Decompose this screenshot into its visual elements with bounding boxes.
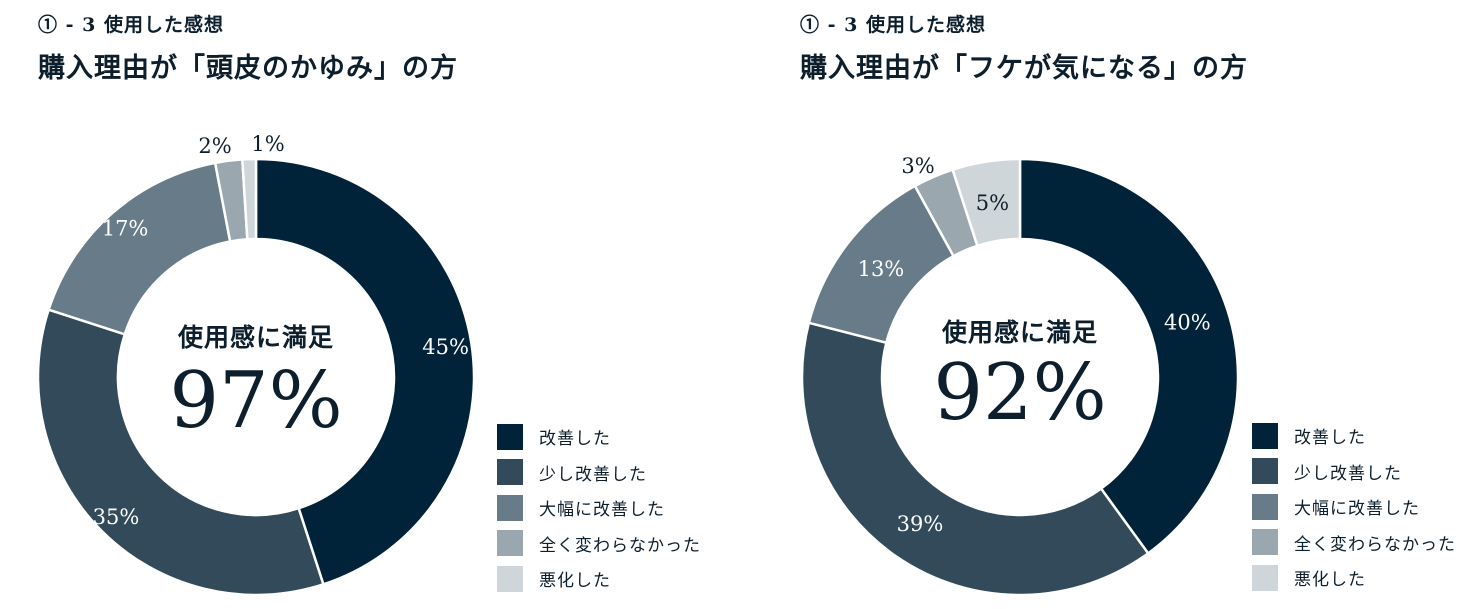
legend-item: 悪化した bbox=[1252, 560, 1456, 596]
legend-label: 大幅に改善した bbox=[539, 500, 665, 521]
legend-swatch bbox=[497, 423, 523, 450]
pie-slice bbox=[951, 157, 1022, 248]
center-value: 97% bbox=[169, 356, 343, 446]
chart-title: 購入理由が「頭皮のかゆみ」の方 bbox=[38, 53, 458, 84]
legend-item: 全く変わらなかった bbox=[1252, 525, 1456, 561]
donut-chart: 40% 39% 13% 3% 5% bbox=[800, 154, 1240, 597]
chart-panel-left: ① - 3 使用した感想 購入理由が「頭皮のかゆみ」の方 45% 35% 17% 2%… bbox=[0, 0, 730, 609]
slice-label: 2% bbox=[198, 134, 231, 158]
legend-swatch bbox=[497, 530, 523, 557]
legend-label: 少し改善した bbox=[1294, 463, 1402, 484]
legend-swatch bbox=[497, 459, 523, 486]
legend-swatch bbox=[1252, 493, 1278, 520]
pie-slice bbox=[36, 308, 325, 597]
legend-swatch bbox=[1252, 422, 1278, 449]
pie-slice bbox=[240, 157, 258, 241]
legend-swatch bbox=[1252, 529, 1278, 556]
legend-label: 改善した bbox=[539, 429, 611, 450]
legend-label: 少し改善した bbox=[539, 464, 647, 485]
slice-label: 40% bbox=[1164, 311, 1211, 335]
pie-slice bbox=[47, 161, 232, 336]
chart-panel-right: ① - 3 使用した感想 購入理由が「フケが気になる」の方 40% 39% 13% 3… bbox=[760, 0, 1460, 609]
slice-label: 13% bbox=[858, 257, 905, 281]
legend-swatch bbox=[497, 565, 523, 592]
legend-label: 悪化した bbox=[539, 571, 611, 592]
legend-swatch bbox=[1252, 564, 1278, 591]
pie-slice bbox=[1018, 157, 1240, 556]
legend-swatch bbox=[497, 494, 523, 521]
legend-label: 改善した bbox=[1294, 428, 1366, 449]
legend-label: 悪化した bbox=[1294, 570, 1366, 591]
center-label: 使用感に満足 bbox=[941, 318, 1098, 347]
legend-label: 全く変わらなかった bbox=[539, 535, 701, 556]
center-label: 使用感に満足 bbox=[177, 323, 334, 352]
slice-label: 3% bbox=[901, 154, 934, 178]
legend-item: 少し改善した bbox=[497, 455, 701, 491]
slice-label: 39% bbox=[897, 512, 944, 536]
pie-slice bbox=[800, 321, 1150, 597]
donut-chart: 45% 35% 17% 2% 1% bbox=[36, 132, 476, 597]
slice-label: 1% bbox=[251, 132, 284, 156]
slice-label: 45% bbox=[422, 335, 469, 359]
chart-subtitle: ① - 3 使用した感想 bbox=[38, 14, 224, 36]
legend-item: 大幅に改善した bbox=[1252, 489, 1456, 525]
legend-item: 全く変わらなかった bbox=[497, 526, 701, 562]
center-value: 92% bbox=[933, 348, 1107, 438]
legend-label: 大幅に改善した bbox=[1294, 499, 1420, 520]
legend-swatch bbox=[1252, 458, 1278, 485]
legend-item: 大幅に改善した bbox=[497, 490, 701, 526]
chart-subtitle: ① - 3 使用した感想 bbox=[800, 14, 986, 36]
slice-label: 5% bbox=[976, 191, 1009, 215]
slice-label: 17% bbox=[102, 216, 149, 240]
legend-item: 悪化した bbox=[497, 561, 701, 597]
legend-item: 少し改善した bbox=[1252, 454, 1456, 490]
legend: 改善した 少し改善した 大幅に改善した 全く変わらなかった 悪化した bbox=[1252, 418, 1456, 596]
slice-label: 35% bbox=[93, 505, 140, 529]
pie-slice bbox=[254, 157, 476, 586]
legend-item: 改善した bbox=[497, 419, 701, 455]
legend-item: 改善した bbox=[1252, 418, 1456, 454]
legend: 改善した 少し改善した 大幅に改善した 全く変わらなかった 悪化した bbox=[497, 419, 701, 597]
legend-label: 全く変わらなかった bbox=[1294, 534, 1456, 555]
chart-title: 購入理由が「フケが気になる」の方 bbox=[800, 53, 1248, 84]
